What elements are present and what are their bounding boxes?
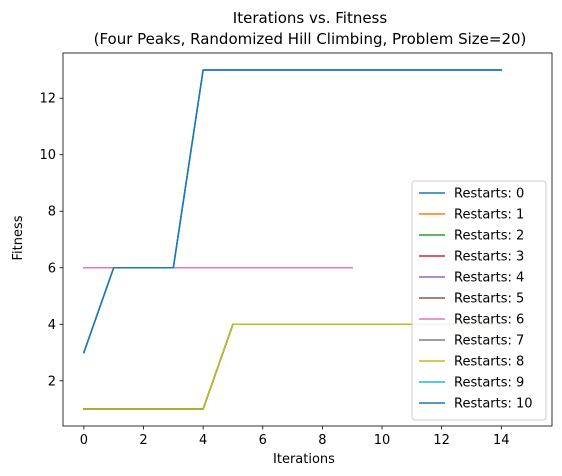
x-tick-label: 10 <box>374 433 391 448</box>
x-tick-label: 14 <box>493 433 510 448</box>
chart-title-line2: (Four Peaks, Randomized Hill Climbing, P… <box>94 30 527 48</box>
y-tick-label: 12 <box>39 92 56 107</box>
axes-frame <box>62 52 553 427</box>
legend-label-4: Restarts: 4 <box>454 271 524 286</box>
legend-label-9: Restarts: 9 <box>454 376 524 391</box>
legend-label-8: Restarts: 8 <box>454 355 524 370</box>
legend-box <box>411 180 547 421</box>
y-tick-label: 6 <box>48 261 56 276</box>
x-tick-label: 8 <box>318 433 326 448</box>
legend-label-3: Restarts: 3 <box>454 250 524 265</box>
y-tick-label: 8 <box>48 205 56 220</box>
legend-label-7: Restarts: 7 <box>454 334 524 349</box>
legend: Restarts: 0 Restarts: 1 Restarts: 2 Restart… <box>411 180 547 421</box>
y-tick-label: 4 <box>48 318 56 333</box>
plot-area: 0 2 4 6 8 10 12 14 2 4 6 8 10 12 <box>39 52 553 448</box>
x-tick-label: 2 <box>139 433 147 448</box>
x-axis-label: Iterations <box>273 452 335 467</box>
x-tick-label: 6 <box>259 433 267 448</box>
y-tick-label: 10 <box>39 148 56 163</box>
chart-title-line1: Iterations vs. Fitness <box>233 9 388 27</box>
legend-label-6: Restarts: 6 <box>454 313 524 328</box>
legend-label-2: Restarts: 2 <box>454 229 524 244</box>
series-line-10 <box>82 69 503 354</box>
legend-label-5: Restarts: 5 <box>454 292 524 307</box>
y-tick-label: 2 <box>48 374 56 389</box>
legend-label-1: Restarts: 1 <box>454 208 524 223</box>
x-tick-label: 0 <box>80 433 88 448</box>
legend-label-10: Restarts: 10 <box>454 397 533 412</box>
x-tick-label: 4 <box>199 433 207 448</box>
x-tick-label: 12 <box>433 433 450 448</box>
legend-label-0: Restarts: 0 <box>454 187 524 202</box>
y-axis-label: Fitness <box>11 215 26 260</box>
